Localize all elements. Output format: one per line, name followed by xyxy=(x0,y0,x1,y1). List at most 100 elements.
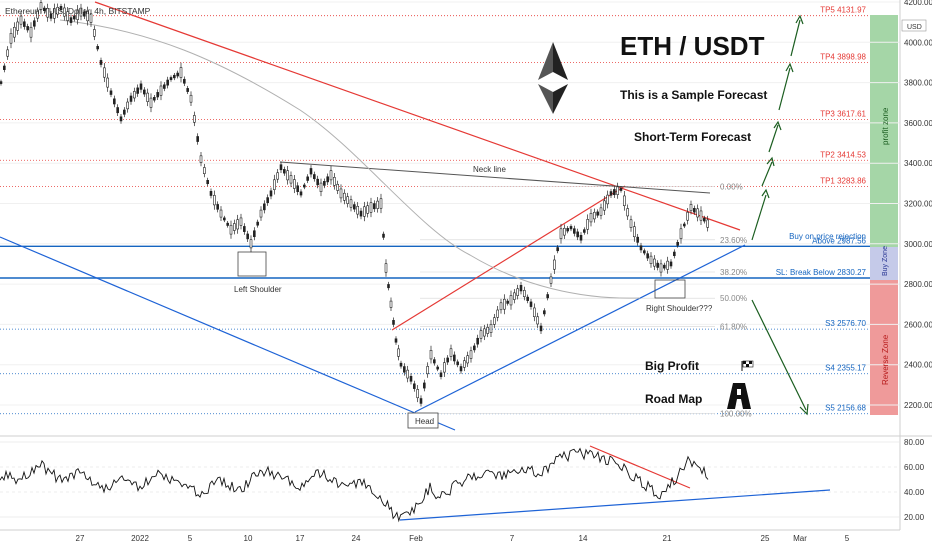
road-map-label: Road Map xyxy=(645,392,702,406)
candle-body xyxy=(9,33,13,44)
candle-body xyxy=(359,210,363,217)
candle-body xyxy=(189,94,193,103)
candle-body xyxy=(394,338,398,343)
candle-body xyxy=(656,262,659,268)
candle-body xyxy=(523,290,526,297)
candle-body xyxy=(446,357,449,363)
candle-body xyxy=(86,11,89,22)
candle-body xyxy=(336,183,339,191)
rsi-tick-label: 60.00 xyxy=(904,463,925,472)
candle-body xyxy=(259,209,263,218)
candle-body xyxy=(426,366,429,375)
candle-body xyxy=(143,89,146,95)
forecast-arrow-1 xyxy=(751,194,767,241)
candle-body xyxy=(643,250,646,254)
candle-body xyxy=(403,366,406,373)
candle-body xyxy=(213,195,216,206)
candle-body xyxy=(289,175,293,184)
checkered-flag-icon xyxy=(741,360,754,371)
candle-body xyxy=(183,78,186,84)
time-axis[interactable]: 27 2022 5 10 17 24 Feb 7 14 21 25 Mar 5 xyxy=(76,534,850,543)
candle-body xyxy=(539,325,543,332)
candle-body xyxy=(89,13,93,23)
candle-body xyxy=(333,177,336,186)
candle-body xyxy=(339,188,343,199)
reverse-zone-bar xyxy=(870,280,898,415)
candle-body xyxy=(53,8,56,19)
candle-body xyxy=(443,362,446,373)
candle-body xyxy=(16,21,19,31)
candle-body xyxy=(509,295,513,306)
candle-body xyxy=(449,348,453,357)
candle-body xyxy=(346,196,349,204)
candle-body xyxy=(129,95,133,102)
candle-body xyxy=(609,191,613,196)
neck-line-label: Neck line xyxy=(473,165,506,174)
candle-body xyxy=(706,219,709,228)
time-tick-label: 2022 xyxy=(131,534,149,543)
candle-body xyxy=(384,263,388,273)
head-box xyxy=(407,412,439,429)
candle-body xyxy=(373,203,376,210)
candle-body xyxy=(56,7,59,15)
candle-body xyxy=(463,360,466,368)
forecast-arrowhead-1 xyxy=(761,188,770,199)
candle-body xyxy=(576,231,579,238)
candle-body xyxy=(583,229,586,233)
fib-label: 50.00% xyxy=(720,294,747,303)
right-shoulder-box xyxy=(654,279,686,299)
candle-body xyxy=(196,136,199,142)
candle-body xyxy=(46,8,49,18)
fib-label: 100.00% xyxy=(720,410,752,419)
candle-body xyxy=(679,228,683,239)
candle-body xyxy=(316,178,319,186)
candle-body xyxy=(493,317,496,325)
candle-body xyxy=(499,302,503,311)
candle-body xyxy=(556,247,559,252)
candle-body xyxy=(593,211,596,220)
candle-body xyxy=(156,92,159,98)
candle-body xyxy=(203,167,206,174)
candle-body xyxy=(73,15,76,20)
level-label: SL: Break Below 2830.27 xyxy=(776,268,867,277)
candle-body xyxy=(636,236,639,243)
candle-body xyxy=(326,176,329,183)
candle-body xyxy=(663,264,666,269)
candle-body xyxy=(286,170,289,181)
candle-body xyxy=(279,164,283,171)
rsi-ascending-line xyxy=(399,489,831,521)
candle-body xyxy=(413,383,416,389)
profit-zone-bar xyxy=(870,15,898,247)
candle-body xyxy=(296,185,299,192)
candle-body xyxy=(409,376,413,382)
candle-body xyxy=(423,382,426,389)
candle-body xyxy=(489,323,493,333)
candle-body xyxy=(392,320,395,325)
candle-body xyxy=(33,20,36,27)
candle-body xyxy=(456,361,459,366)
candle-body xyxy=(256,221,259,226)
head-label: Head xyxy=(415,417,434,426)
candle-body xyxy=(376,200,379,209)
candle-body xyxy=(236,219,239,230)
candle-body xyxy=(693,208,696,213)
candle-body xyxy=(669,261,673,267)
candle-body xyxy=(283,169,286,174)
forecast-arrow-5 xyxy=(790,19,801,57)
candle-body xyxy=(169,77,173,80)
candle-body xyxy=(226,222,229,226)
candle-body xyxy=(193,115,196,123)
candle-body xyxy=(79,7,83,17)
candle-body xyxy=(306,176,309,181)
candle-body xyxy=(133,91,136,99)
candle-body xyxy=(436,366,439,370)
candle-body xyxy=(163,84,166,89)
left-shoulder-label: Left Shoulder xyxy=(234,285,282,294)
big-profit-label: Big Profit xyxy=(645,359,699,373)
candle-body xyxy=(369,202,373,213)
candle-body xyxy=(113,98,116,105)
candle-body xyxy=(626,208,629,217)
fib-label: 0.00% xyxy=(720,183,743,192)
candle-body xyxy=(589,212,593,223)
